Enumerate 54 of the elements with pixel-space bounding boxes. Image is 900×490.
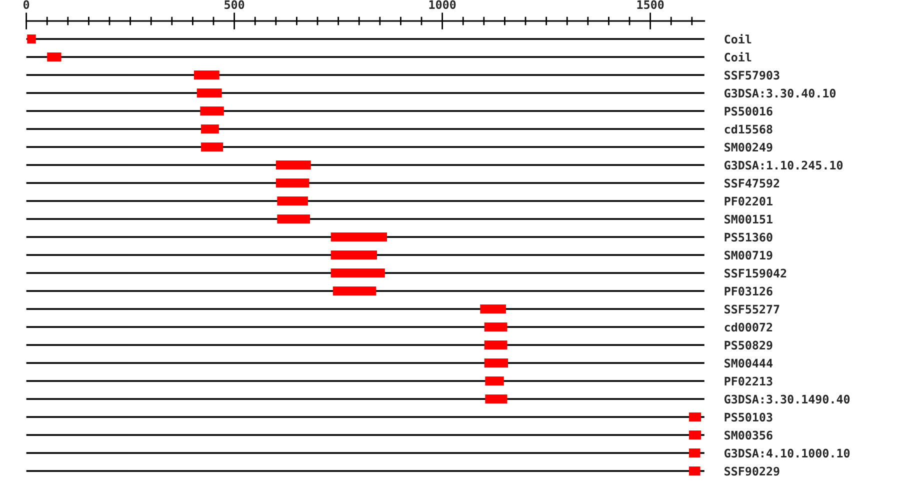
x-tick-label: 0	[23, 0, 30, 10]
y-tick-label: PF03126	[724, 286, 772, 296]
bar	[689, 448, 700, 458]
y-tick-label: SSF55277	[724, 304, 780, 314]
y-tick-label: SM00151	[724, 214, 772, 224]
y-tick-label: G3DSA:3.30.40.10	[724, 88, 836, 98]
bar	[330, 232, 387, 242]
y-tick-label: PS50829	[724, 340, 772, 350]
bar	[201, 142, 224, 152]
bar	[276, 178, 310, 188]
bar	[485, 394, 508, 404]
bar	[485, 376, 504, 386]
y-tick-label: cd00072	[724, 322, 772, 332]
y-tick-label: G3DSA:3.30.1490.40	[724, 394, 850, 404]
y-tick-label: G3DSA:4.10.1000.10	[724, 448, 850, 458]
x-tick-label: 500	[224, 0, 244, 10]
y-tick-label: SSF159042	[724, 268, 786, 278]
bar	[47, 52, 62, 62]
bar	[277, 196, 308, 206]
y-tick-label: SSF47592	[724, 178, 780, 188]
y-tick-label: PF02213	[724, 376, 772, 386]
y-tick-label: SM00719	[724, 250, 772, 260]
bar	[196, 88, 222, 98]
bar	[484, 322, 508, 332]
y-tick-label: cd15568	[724, 124, 772, 134]
y-tick-label: SM00356	[724, 430, 772, 440]
bar	[194, 70, 220, 80]
bar	[276, 160, 311, 170]
bar	[27, 34, 36, 44]
y-tick-label: PS50016	[724, 106, 772, 116]
y-tick-label: SSF90229	[724, 466, 780, 476]
x-tick-label: 1000	[429, 0, 456, 10]
bar	[200, 106, 224, 116]
y-tick-label: Coil	[724, 52, 752, 62]
y-tick-label: Coil	[724, 34, 752, 44]
bar	[201, 124, 219, 134]
y-tick-label: SM00444	[724, 358, 772, 368]
bar	[330, 250, 377, 260]
bar	[277, 214, 310, 224]
bar	[689, 430, 702, 440]
bar	[330, 268, 385, 278]
bar	[689, 466, 700, 476]
bar	[484, 358, 508, 368]
y-tick-label: PS50103	[724, 412, 772, 422]
y-tick-label: SSF57903	[724, 70, 780, 80]
bar	[480, 304, 506, 314]
x-tick-label: 1500	[637, 0, 664, 10]
y-tick-label: SM00249	[724, 142, 772, 152]
bar	[332, 286, 376, 296]
y-tick-label: PS51360	[724, 232, 772, 242]
y-tick-label: G3DSA:1.10.245.10	[724, 160, 843, 170]
bar	[484, 340, 508, 350]
bar	[689, 412, 702, 422]
y-tick-label: PF02201	[724, 196, 772, 206]
